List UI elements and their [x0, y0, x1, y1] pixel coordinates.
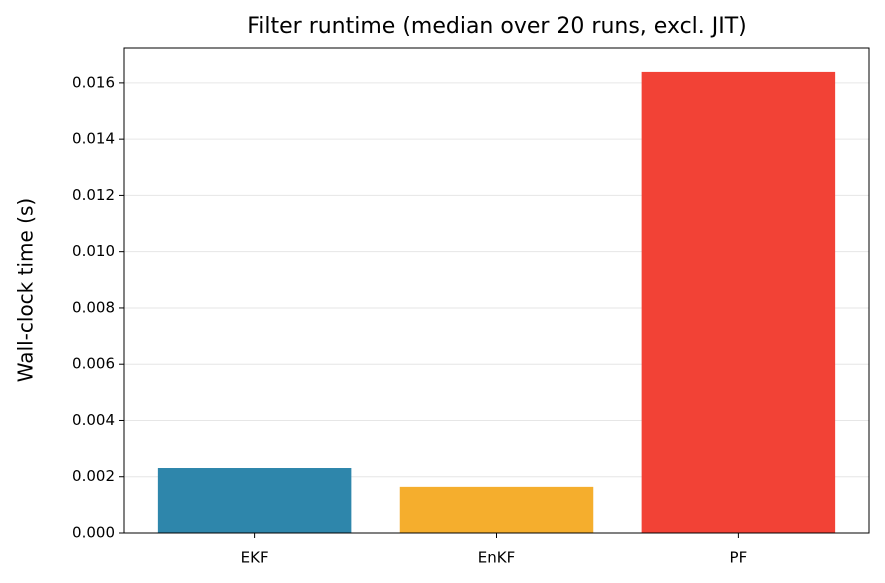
bar [157, 468, 352, 533]
chart-title: Filter runtime (median over 20 runs, exc… [247, 14, 747, 39]
plot-frame [123, 47, 870, 534]
y-tick-label: 0.012 [72, 186, 115, 204]
bar [399, 486, 594, 533]
x-tick-label: EnKF [478, 549, 515, 567]
y-tick-label: 0.004 [72, 411, 115, 429]
y-tick-label: 0.008 [72, 298, 115, 316]
y-axis-label: Wall-clock time (s) [14, 198, 38, 382]
bar [641, 71, 836, 533]
y-tick-label: 0.000 [72, 524, 115, 542]
y-tick-label: 0.016 [72, 73, 115, 91]
y-tick-label: 0.014 [72, 130, 115, 148]
x-tick-label: EKF [241, 549, 269, 567]
y-tick-label: 0.010 [72, 242, 115, 260]
x-tick-label: PF [730, 549, 748, 567]
y-tick-label: 0.006 [72, 355, 115, 373]
y-tick-label: 0.002 [72, 467, 115, 485]
